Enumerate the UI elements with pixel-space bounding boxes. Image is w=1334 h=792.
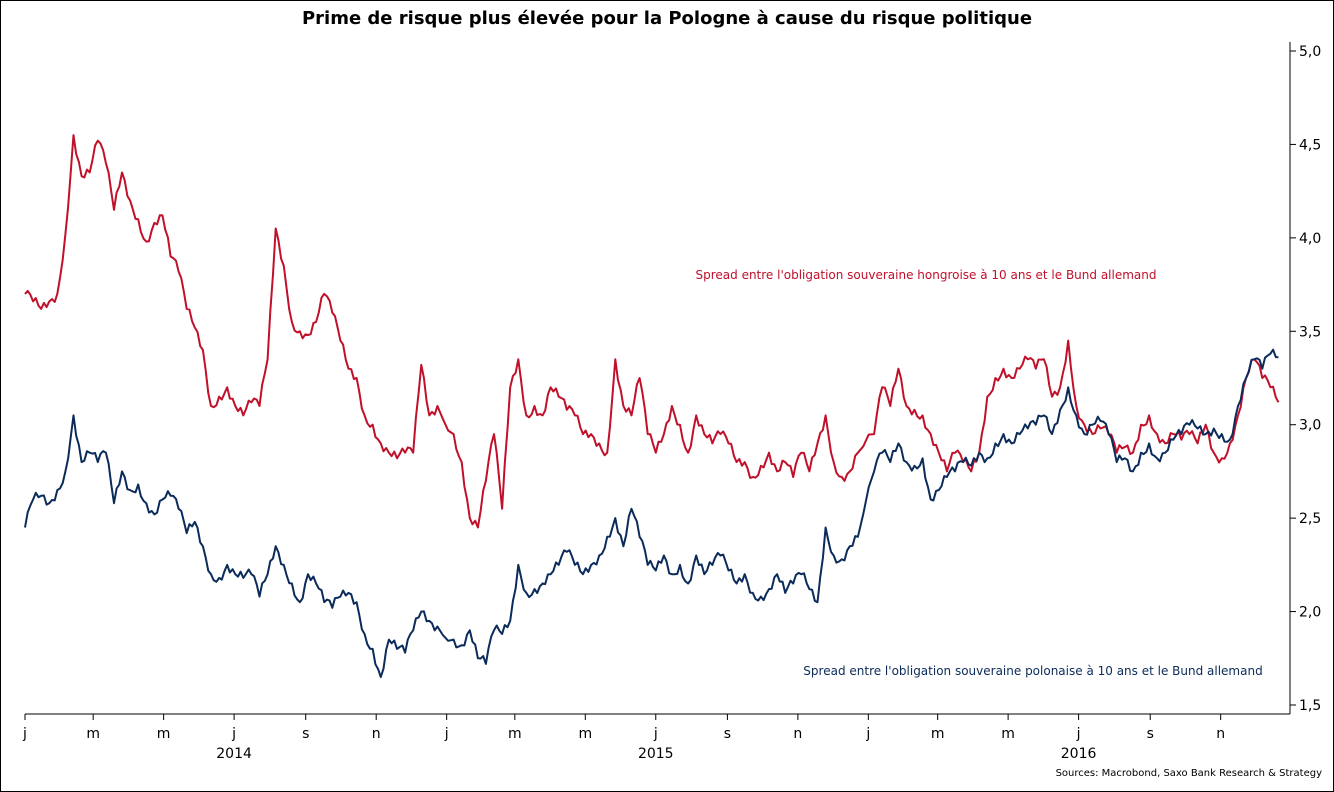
x-tick-label: j: [22, 726, 27, 742]
x-tick-label: j: [444, 726, 449, 742]
y-tick-label: 3,5: [1299, 324, 1321, 340]
y-tick-label: 3,0: [1299, 418, 1321, 434]
x-tick-label: s: [724, 726, 731, 742]
y-tick-label: 5,0: [1299, 44, 1321, 60]
x-tick-label: m: [578, 726, 592, 742]
series-line-hungary: [24, 134, 1280, 529]
x-tick-label: j: [653, 726, 658, 742]
x-tick-label: j: [1076, 726, 1081, 742]
year-label: 2016: [1061, 746, 1097, 762]
x-tick-label: n: [372, 726, 381, 742]
y-tick-label: 2,0: [1299, 605, 1321, 621]
series-labels: Spread entre l'obligation souveraine hon…: [696, 268, 1263, 678]
x-tick-label: j: [865, 726, 870, 742]
x-tick-label: m: [508, 726, 522, 742]
year-label: 2014: [216, 746, 252, 762]
chart-title: Prime de risque plus élevée pour la Polo…: [301, 8, 1033, 29]
y-tick-label: 4,0: [1299, 231, 1321, 247]
series-label-hungary: Spread entre l'obligation souveraine hon…: [696, 268, 1157, 282]
source-note: Sources: Macrobond, Saxo Bank Research &…: [1055, 768, 1322, 779]
series-label-poland: Spread entre l'obligation souveraine pol…: [803, 664, 1262, 678]
series-line-poland: [24, 348, 1279, 678]
x-tick-label: n: [793, 726, 802, 742]
x-tick-label: s: [1147, 726, 1154, 742]
x-tick-label: m: [931, 726, 945, 742]
x-tick-label: j: [231, 726, 236, 742]
y-tick-label: 4,5: [1299, 137, 1321, 153]
axes: 1,5 2,0 2,5 3,0 3,5 4,0 4,5 5,0 j m m j s n j m m j s n j m m j…: [22, 42, 1321, 762]
x-tick-label: m: [86, 726, 100, 742]
y-tick-label: 2,5: [1299, 511, 1321, 527]
x-tick-label: s: [302, 726, 309, 742]
series-lines: [24, 134, 1280, 678]
y-tick-label: 1,5: [1299, 698, 1321, 714]
x-tick-label: n: [1216, 726, 1225, 742]
x-tick-label: m: [157, 726, 171, 742]
x-tick-label: m: [1001, 726, 1015, 742]
year-label: 2015: [638, 746, 674, 762]
